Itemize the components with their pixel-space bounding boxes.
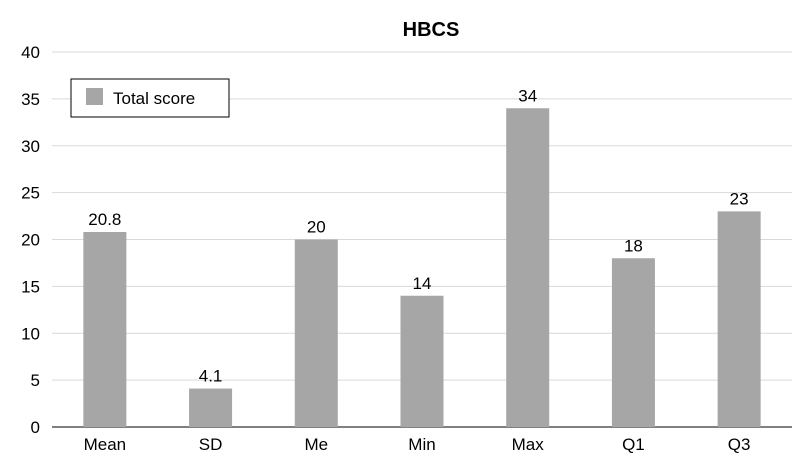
bar-q1 (611, 258, 655, 427)
chart-title: HBCS (403, 19, 460, 41)
data-label: 18 (624, 236, 643, 255)
legend-label: Total score (113, 89, 195, 108)
bar-mean (83, 232, 127, 427)
data-label: 23 (730, 189, 749, 208)
data-label: 20.8 (88, 210, 121, 229)
legend: Total score (70, 78, 230, 118)
legend-swatch (86, 88, 103, 105)
y-tick-label: 15 (21, 277, 40, 296)
bar-sd (189, 388, 233, 427)
data-label: 14 (413, 274, 432, 293)
x-tick-label: Me (304, 435, 328, 454)
bar-max (506, 108, 550, 427)
data-label: 4.1 (199, 367, 223, 386)
bar-me (294, 239, 338, 427)
x-tick-label: Q3 (728, 435, 751, 454)
axes: 0 5 10 15 20 25 30 35 40 Mean SD Me Min Max Q1 Q3 (21, 43, 792, 454)
x-tick-label: Max (512, 435, 545, 454)
y-tick-label: 30 (21, 137, 40, 156)
y-tick-label: 0 (31, 418, 40, 437)
data-labels: 20.8 4.1 20 14 34 18 23 (88, 86, 748, 385)
x-tick-label: Mean (84, 435, 127, 454)
y-tick-label: 40 (21, 43, 40, 62)
bar-q3 (717, 211, 761, 427)
x-tick-label: Min (408, 435, 435, 454)
bar-min (400, 295, 444, 427)
x-tick-label: Q1 (622, 435, 645, 454)
x-tick-label: SD (199, 435, 223, 454)
y-tick-label: 20 (21, 231, 40, 250)
y-tick-label: 25 (21, 184, 40, 203)
data-label: 34 (518, 86, 537, 105)
y-tick-label: 10 (21, 324, 40, 343)
bars (83, 108, 761, 427)
y-tick-label: 5 (31, 371, 40, 390)
data-label: 20 (307, 218, 326, 237)
y-tick-label: 35 (21, 90, 40, 109)
